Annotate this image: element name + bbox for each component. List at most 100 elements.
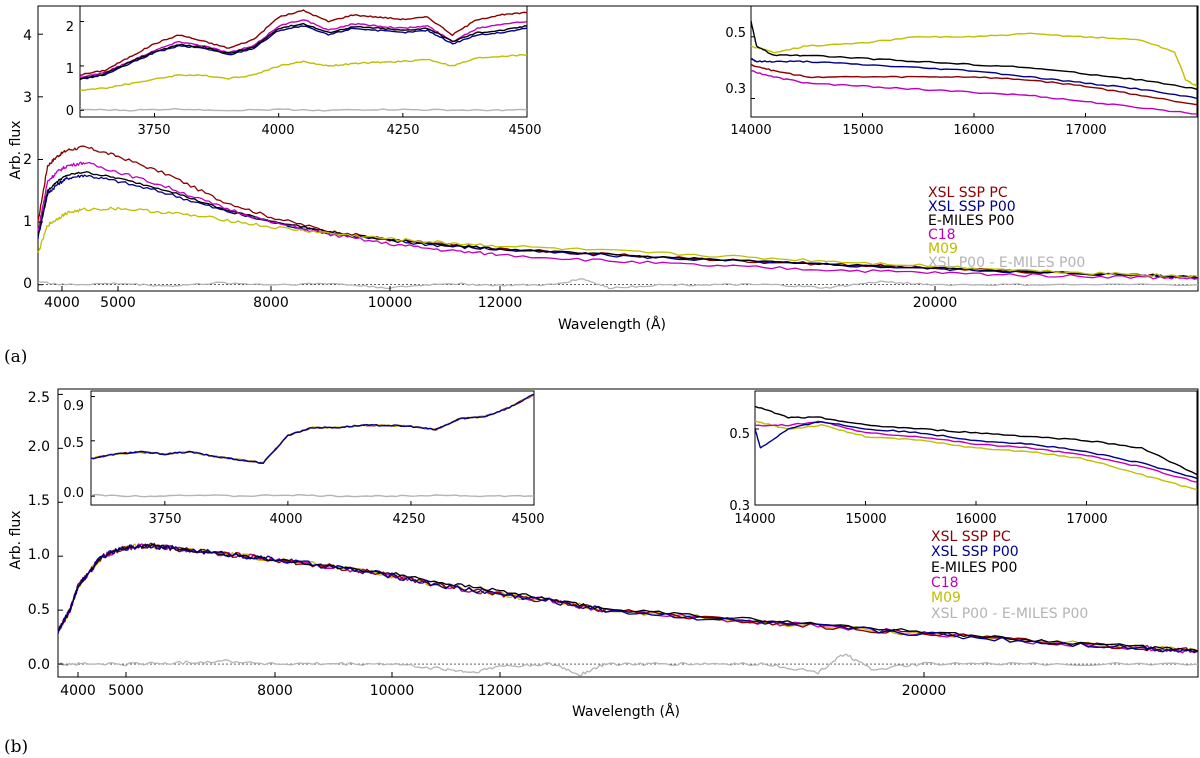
series-line-xsl-ssp-p00 — [57, 543, 1199, 653]
series-line-e-miles-p00 — [37, 171, 1199, 278]
y-tick-label: 0.0 — [28, 657, 50, 673]
inset-series-line-m09 — [750, 32, 1198, 87]
panel-a-legend: XSL SSP PC XSL SSP P00 E-MILES P00 C18 M… — [928, 185, 1085, 271]
panel-a-y-ticks: 0 1 2 3 4 — [23, 28, 32, 292]
legend-entry: C18 — [928, 227, 956, 243]
series-line-xsl-p00-e-miles-p00 — [57, 653, 1199, 677]
x-tick-label: 8000 — [257, 683, 293, 699]
legend-entry: XSL P00 - E-MILES P00 — [931, 606, 1088, 622]
inset-series-line-xsl-ssp-p00 — [750, 58, 1198, 100]
inset-plot — [754, 405, 1198, 506]
inset-x-tick-label: 4500 — [511, 512, 544, 527]
inset-plot — [750, 20, 1198, 117]
x-tick-label: 10000 — [368, 295, 413, 311]
inset-plot — [90, 393, 535, 505]
y-tick-label: 0.5 — [28, 602, 50, 618]
inset-series-line-e-miles-p00 — [754, 405, 1198, 476]
inset-y-tick-label: 0.5 — [63, 436, 84, 451]
x-tick-label: 8000 — [253, 295, 289, 311]
inset-series-line-xsl-p00-e-miles-p00 — [90, 493, 535, 498]
inset-series-line-e-miles-p00 — [750, 20, 1198, 90]
y-axis-label: Arb. flux — [8, 510, 24, 569]
inset-series-line-xsl-ssp-pc — [750, 63, 1198, 106]
y-tick-label: 1.5 — [28, 493, 50, 509]
panel-a-frame — [37, 5, 1199, 292]
inset-y-tick-label: 2 — [66, 20, 74, 35]
inset-x-tick-label: 4250 — [386, 123, 419, 138]
x-tick-label: 10000 — [370, 683, 415, 699]
inset-x-tick-label: 15000 — [842, 123, 883, 138]
inset-x-tick-label: 4000 — [269, 512, 302, 527]
inset-x-tick-label: 16000 — [953, 123, 994, 138]
y-tick-label: 3 — [23, 90, 32, 106]
legend-entry: XSL SSP PC — [928, 185, 1008, 201]
panel-a-x-ticks: 4000 5000 8000 10000 12000 20000 — [44, 295, 957, 311]
legend-entry: XSL P00 - E-MILES P00 — [928, 255, 1085, 271]
inset-x-tick-label: 17000 — [1065, 123, 1106, 138]
inset-x-tick-label: 3750 — [137, 123, 170, 138]
inset-series-line-c18 — [750, 70, 1198, 115]
inset-series-line-m09 — [79, 54, 528, 92]
series-line-c18 — [57, 542, 1199, 654]
inset-series-line-e-miles-p00 — [79, 22, 528, 80]
inset-series-line-xsl-p00-e-miles-p00 — [79, 107, 528, 112]
panel-b-frame — [57, 388, 1199, 678]
panel-b: 0.0 0.5 1.0 1.5 2.0 2.5 4000 5000 8000 1… — [4, 388, 1199, 757]
series-line-e-miles-p00 — [57, 543, 1199, 652]
inset-x-tick-label: 15000 — [845, 512, 886, 527]
panel-b-legend: XSL SSP PC XSL SSP P00 E-MILES P00 C18 M… — [931, 529, 1088, 622]
legend-entry: M09 — [928, 241, 958, 257]
x-tick-label: 20000 — [913, 295, 958, 311]
inset-series-line-xsl-ssp-p00 — [754, 421, 1198, 480]
inset-x-tick-label: 17000 — [1066, 512, 1107, 527]
y-tick-label: 2.5 — [28, 390, 50, 406]
y-tick-label: 1 — [23, 214, 32, 230]
panel-a: 0 1 2 3 4 4000 5000 8000 10000 12000 200… — [4, 5, 1199, 367]
series-line-xsl-ssp-pc — [57, 542, 1199, 653]
legend-entry: XSL SSP P00 — [931, 544, 1019, 560]
inset-x-tick-label: 4250 — [392, 512, 425, 527]
y-tick-label: 1.0 — [28, 547, 50, 563]
inset-x-tick-label: 4000 — [261, 123, 294, 138]
inset-x-tick-label: 16000 — [955, 512, 996, 527]
x-axis-label: Wavelength (Å) — [558, 316, 666, 333]
x-tick-label: 5000 — [100, 295, 136, 311]
inset-series-line-xsl-ssp-p00 — [90, 393, 535, 464]
legend-entry: C18 — [931, 575, 959, 591]
panel-b-inset-left: 0.0 0.5 0.9 3750 4000 4250 4500 — [63, 390, 545, 527]
x-tick-label: 20000 — [902, 683, 947, 699]
inset-y-tick-label: 0.5 — [725, 26, 746, 41]
inset-series-line-m09 — [754, 420, 1198, 491]
inset-y-tick-label: 0.0 — [63, 486, 84, 501]
inset-x-tick-label: 4500 — [508, 123, 541, 138]
legend-entry: E-MILES P00 — [931, 560, 1017, 576]
inset-y-tick-label: 0 — [66, 104, 74, 119]
y-axis-label: Arb. flux — [8, 120, 24, 179]
panel-a-inset-right: 0.3 0.5 14000 15000 16000 17000 — [725, 5, 1198, 138]
legend-entry: XSL SSP P00 — [928, 199, 1016, 215]
x-tick-label: 12000 — [478, 683, 523, 699]
panel-b-x-ticks: 4000 5000 8000 10000 12000 20000 — [60, 683, 946, 699]
inset-y-tick-label: 0.3 — [725, 82, 746, 97]
y-tick-label: 4 — [23, 28, 32, 44]
x-axis-label: Wavelength (Å) — [572, 703, 680, 720]
panel-b-y-ticks: 0.0 0.5 1.0 1.5 2.0 2.5 — [28, 390, 50, 673]
panel-a-inset-left: 0 1 2 3750 4000 4250 4500 — [66, 5, 542, 138]
y-tick-label: 0 — [23, 276, 32, 292]
x-tick-label: 4000 — [60, 683, 96, 699]
series-line-m09 — [57, 543, 1199, 653]
inset-y-tick-label: 0.9 — [63, 399, 84, 414]
x-tick-label: 5000 — [108, 683, 144, 699]
inset-frame — [90, 390, 535, 506]
inset-series-line-c18 — [754, 420, 1198, 483]
inset-x-tick-label: 14000 — [734, 512, 775, 527]
inset-series-line-xsl-ssp-pc — [79, 9, 528, 76]
series-line-xsl-ssp-p00 — [37, 174, 1199, 280]
panel-b-main-plot — [57, 393, 1199, 677]
panel-label: (a) — [4, 347, 27, 367]
inset-y-tick-label: 1 — [66, 62, 74, 77]
inset-x-tick-label: 3750 — [148, 512, 181, 527]
legend-entry: E-MILES P00 — [928, 213, 1014, 229]
legend-entry: M09 — [931, 590, 961, 606]
